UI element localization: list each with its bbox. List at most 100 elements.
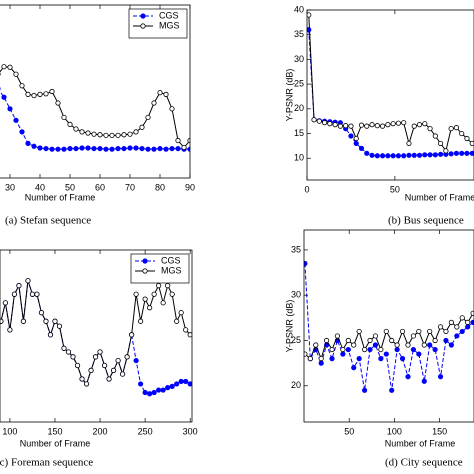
marker [307, 356, 313, 362]
marker [151, 100, 157, 106]
plot-area [304, 260, 474, 393]
y-tick-label: 15 [294, 128, 304, 138]
series-line [308, 14, 473, 153]
marker [106, 376, 112, 382]
marker [124, 354, 130, 360]
marker [411, 152, 417, 158]
plot-area [0, 278, 192, 397]
marker [401, 153, 407, 159]
x-tick-label: 70 [125, 182, 135, 192]
marker [129, 332, 135, 338]
axes-box [0, 249, 193, 423]
y-axis-label: Y-PSNR (dB) [284, 69, 294, 122]
marker [345, 337, 351, 344]
marker [61, 114, 67, 121]
x-axis-label: Number of Frame [405, 192, 474, 202]
marker [399, 356, 406, 362]
x-tick-label: 150 [432, 426, 447, 436]
legend-marker [142, 268, 148, 274]
marker [121, 145, 127, 152]
marker [169, 106, 175, 112]
marker [70, 354, 76, 360]
marker [437, 140, 444, 147]
x-tick-label: 60 [95, 182, 105, 192]
marker [103, 132, 109, 138]
marker [121, 132, 127, 138]
marker [138, 381, 144, 387]
marker [110, 367, 117, 373]
marker [31, 143, 37, 149]
marker [139, 145, 145, 152]
marker [187, 332, 192, 338]
marker [395, 153, 402, 159]
marker [13, 117, 19, 123]
marker [67, 145, 73, 152]
marker [183, 378, 189, 385]
y-tick-label: 30 [294, 54, 304, 64]
marker [160, 300, 166, 306]
marker [443, 148, 449, 154]
legend-marker [140, 13, 146, 19]
y-tick-label: 20 [291, 380, 301, 390]
marker [364, 123, 370, 129]
marker [405, 342, 411, 348]
marker [361, 387, 368, 393]
marker [356, 356, 362, 362]
marker [401, 120, 407, 126]
marker [187, 381, 192, 387]
marker [165, 384, 171, 391]
marker [459, 328, 465, 335]
marker [119, 371, 126, 377]
marker [65, 349, 72, 355]
marker [390, 153, 396, 159]
marker [109, 132, 115, 138]
marker [79, 145, 85, 151]
marker [97, 349, 103, 355]
y-tick-label: 35 [294, 29, 304, 39]
marker [92, 354, 99, 360]
legend-box [128, 8, 188, 39]
marker [465, 319, 471, 325]
axes-box [303, 229, 474, 423]
marker [389, 387, 395, 393]
y-tick-label: 25 [294, 79, 304, 89]
marker [43, 145, 49, 152]
marker [187, 137, 190, 144]
caption: (c) Foreman sequence [0, 457, 93, 469]
marker [19, 129, 25, 135]
marker [147, 305, 153, 311]
marker [443, 337, 449, 344]
marker [74, 362, 81, 369]
marker [2, 300, 9, 306]
marker [304, 351, 308, 357]
marker [318, 360, 324, 366]
marker [133, 145, 139, 151]
marker [465, 324, 471, 330]
marker [321, 120, 328, 126]
marker [37, 145, 43, 151]
marker [145, 146, 151, 152]
marker [379, 153, 386, 159]
marker [151, 146, 157, 152]
marker [133, 291, 139, 297]
x-tick-label: 250 [138, 426, 153, 436]
marker [351, 342, 357, 348]
marker [178, 310, 184, 316]
x-tick-label: 50 [390, 184, 400, 194]
marker [181, 144, 187, 151]
marker [416, 152, 423, 158]
marker [372, 333, 379, 339]
marker [367, 337, 373, 344]
marker [464, 150, 470, 156]
marker [16, 283, 22, 289]
marker [311, 117, 317, 123]
x-tick-label: 90 [185, 182, 195, 192]
marker [127, 145, 133, 151]
marker [374, 153, 380, 159]
marker [79, 129, 85, 135]
marker [395, 120, 402, 126]
x-tick-label: 150 [47, 426, 62, 436]
marker [337, 123, 343, 129]
marker [353, 135, 359, 142]
